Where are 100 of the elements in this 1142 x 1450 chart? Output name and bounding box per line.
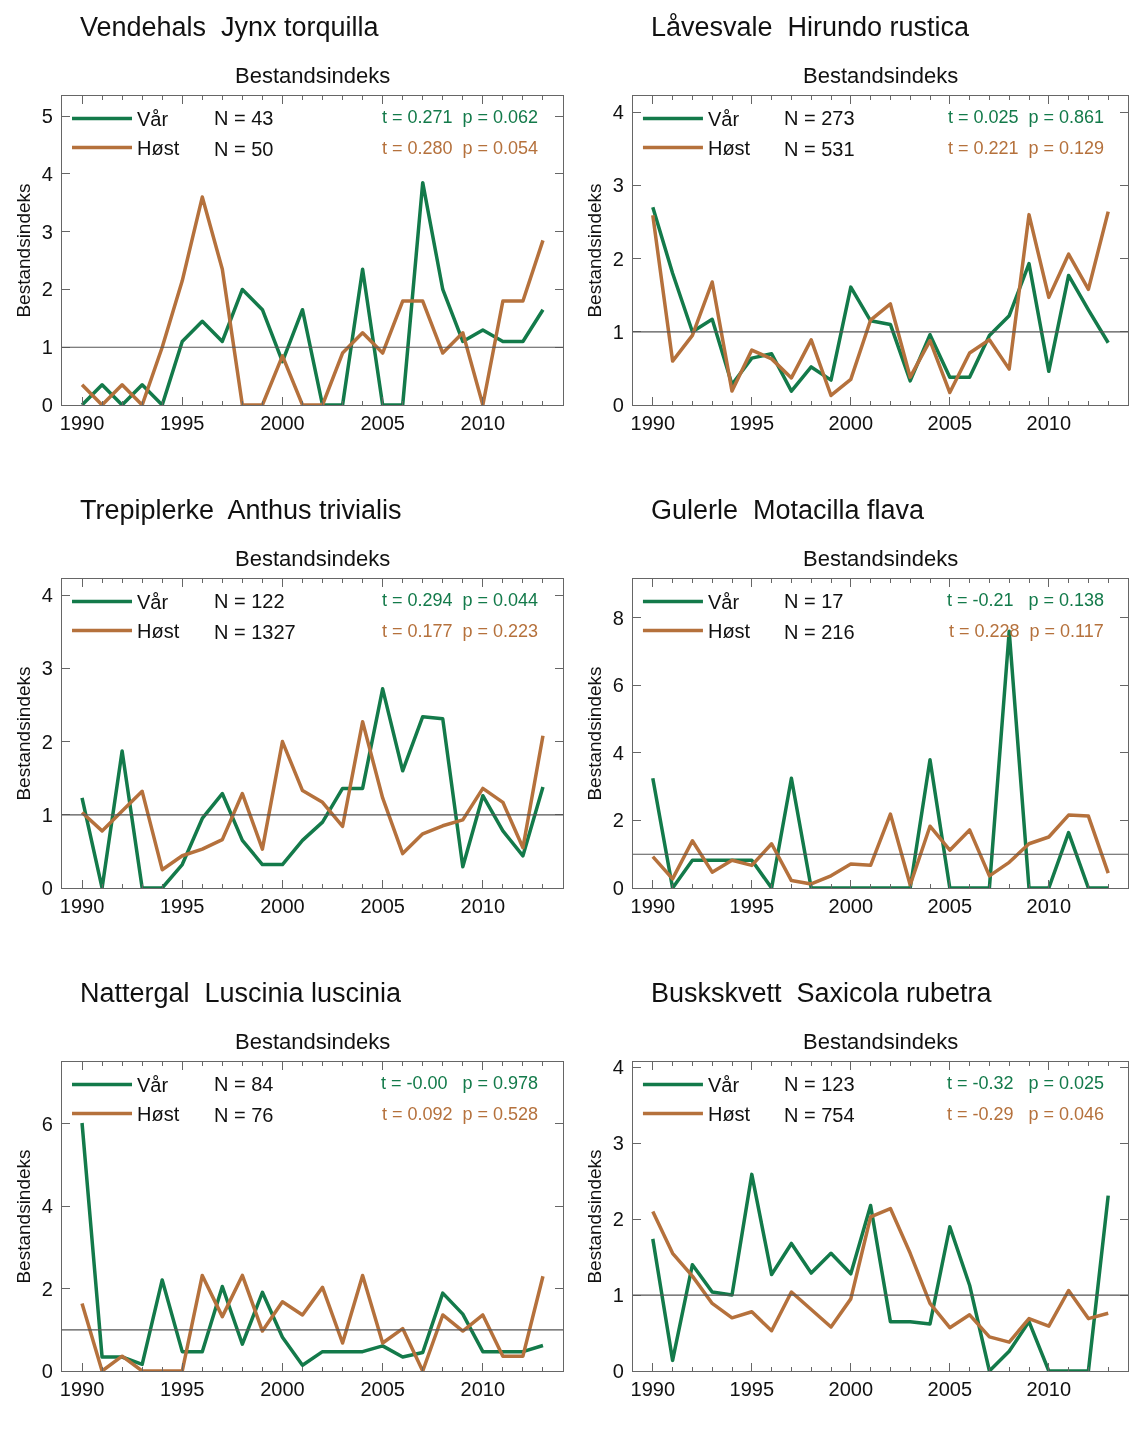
y-tick-label: 0 (612, 394, 624, 416)
annotation: t = 0.294 p = 0.044 (382, 590, 539, 610)
x-tick-label: 2010 (460, 895, 506, 918)
y-axis-title: Bestandsindeks (583, 1149, 605, 1284)
y-tick-label: 4 (41, 162, 53, 185)
y-tick-label: 0 (41, 394, 53, 416)
chart-title: Gulerle Motacilla flava (650, 494, 926, 525)
y-tick-label: 6 (612, 674, 624, 697)
y-tick-label: 0 (41, 1360, 53, 1382)
x-tick-label: 2000 (828, 412, 874, 435)
legend-label: Vår (137, 108, 169, 131)
y-tick-label: 0 (612, 877, 624, 899)
annotation: t = 0.092 p = 0.528 (382, 1104, 539, 1124)
chart-subtitle: Bestandsindeks (235, 1029, 391, 1054)
annotation: t = 0.271 p = 0.062 (382, 107, 539, 127)
x-tick-label: 1990 (59, 895, 105, 918)
annotation: N = 216 (784, 621, 855, 643)
x-tick-label: 2005 (927, 895, 973, 918)
y-tick-label: 2 (612, 247, 624, 270)
y-tick-label: 4 (612, 101, 624, 124)
legend-label: Høst (707, 1103, 751, 1126)
line-series (651, 812, 1110, 887)
x-tick-label: 1990 (630, 895, 676, 918)
line-series (651, 1172, 1110, 1371)
x-tick-label: 2005 (360, 895, 405, 918)
chart-subtitle: Bestandsindeks (803, 63, 959, 88)
annotation: N = 76 (214, 1104, 274, 1126)
annotation: N = 273 (784, 107, 855, 129)
chart-subtitle: Bestandsindeks (235, 63, 391, 88)
x-tick-label: 2010 (460, 412, 506, 435)
chart-title: Nattergal Luscinia luscinia (79, 977, 403, 1008)
annotation: N = 50 (214, 138, 274, 160)
x-tick-label: 2005 (360, 1378, 405, 1401)
annotation: t = 0.025 p = 0.861 (948, 107, 1105, 127)
legend-label: Vår (707, 1074, 740, 1097)
y-tick-label: 3 (612, 174, 624, 197)
annotation: t = -0.21 p = 0.138 (947, 590, 1105, 610)
chart-title: Buskskvett Saxicola rubetra (650, 977, 993, 1008)
x-tick-label: 2000 (828, 895, 874, 918)
annotation: N = 531 (784, 138, 855, 160)
line-series (80, 720, 545, 872)
x-tick-label: 2000 (260, 895, 305, 918)
legend-label: Vår (707, 108, 740, 131)
annotation: N = 43 (214, 107, 274, 129)
y-tick-label: 4 (41, 1195, 53, 1218)
annotation: t = -0.32 p = 0.025 (947, 1073, 1105, 1093)
y-tick-label: 2 (41, 278, 53, 301)
x-tick-label: 2005 (927, 412, 973, 435)
annotation: t = -0.00 p = 0.978 (381, 1073, 539, 1093)
x-tick-label: 2010 (1026, 895, 1072, 918)
y-tick-label: 1 (612, 320, 624, 343)
legend-label: Høst (707, 620, 751, 643)
x-tick-label: 1995 (729, 895, 775, 918)
annotation: t = 0.280 p = 0.054 (382, 138, 539, 158)
chart-title: Trepiplerke Anthus trivialis (79, 494, 402, 525)
chart-title: Vendehals Jynx torquilla (79, 11, 380, 42)
legend-label: Høst (137, 137, 180, 160)
x-tick-label: 2000 (260, 1378, 305, 1401)
y-axis-title: Bestandsindeks (12, 1149, 34, 1284)
x-tick-label: 1995 (729, 1378, 775, 1401)
x-tick-label: 1990 (630, 412, 676, 435)
legend-label: Høst (137, 620, 180, 643)
y-tick-label: 3 (41, 657, 53, 680)
y-tick-label: 6 (41, 1112, 53, 1135)
annotation: t = 0.221 p = 0.129 (948, 138, 1105, 158)
annotation: N = 17 (784, 590, 844, 612)
legend-label: Vår (137, 591, 169, 614)
annotation: N = 84 (214, 1073, 274, 1095)
x-tick-label: 2010 (460, 1378, 506, 1401)
y-axis-title: Bestandsindeks (12, 666, 34, 801)
legend-label: Høst (707, 137, 751, 160)
y-axis-title: Bestandsindeks (12, 183, 34, 318)
y-tick-label: 3 (41, 220, 53, 243)
x-tick-label: 1990 (630, 1378, 676, 1401)
annotation: t = 0.228 p = 0.117 (949, 621, 1104, 641)
y-tick-label: 1 (41, 336, 53, 359)
y-axis-title: Bestandsindeks (583, 666, 605, 801)
chart-subtitle: Bestandsindeks (803, 546, 959, 571)
x-tick-label: 1995 (729, 412, 775, 435)
annotation: N = 754 (784, 1104, 855, 1126)
y-tick-label: 8 (612, 606, 624, 629)
chart-subtitle: Bestandsindeks (235, 546, 391, 571)
y-tick-label: 2 (612, 1208, 624, 1231)
x-tick-label: 2005 (360, 412, 405, 435)
x-tick-label: 1990 (59, 412, 105, 435)
line-series (80, 687, 545, 888)
chart-subtitle: Bestandsindeks (803, 1029, 959, 1054)
y-tick-label: 5 (41, 105, 53, 128)
annotation: N = 123 (784, 1073, 855, 1095)
x-tick-label: 1990 (59, 1378, 105, 1401)
y-axis-title: Bestandsindeks (583, 183, 605, 318)
line-series (80, 1273, 545, 1371)
legend-label: Vår (707, 591, 740, 614)
y-tick-label: 4 (612, 741, 624, 764)
y-tick-label: 4 (41, 584, 53, 607)
x-tick-label: 2000 (260, 412, 305, 435)
annotation: N = 122 (214, 590, 285, 612)
legend-label: Vår (137, 1074, 169, 1097)
y-tick-label: 2 (41, 1277, 53, 1300)
y-tick-label: 1 (41, 803, 53, 826)
